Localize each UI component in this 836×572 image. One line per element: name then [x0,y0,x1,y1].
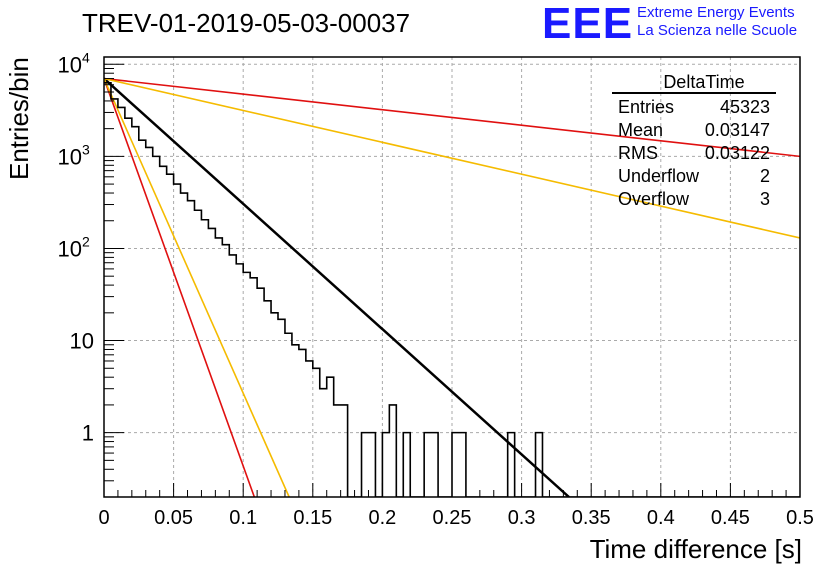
stats-label: Underflow [618,166,700,186]
stats-label: RMS [618,143,658,163]
stats-row-mean: Mean 0.03147 [612,119,776,142]
x-tick-label: 0.2 [368,507,396,529]
fit-line [104,77,800,239]
stats-box: DeltaTime Entries 45323 Mean 0.03147 RMS… [612,72,776,211]
eee-logo: EEE [542,0,634,48]
stats-label: Mean [618,120,664,140]
chart-title: TREV-01-2019-05-03-00037 [82,8,411,38]
y-tick-label: 10 [58,144,82,169]
y-tick-label: 1 [82,421,94,446]
x-tick-labels: 0 0.05 0.1 0.15 0.2 0.25 0.3 0.35 0.4 0.45 0.5 [98,507,813,529]
x-tick-label: 0.15 [293,507,332,529]
stats-label: Overflow [618,189,690,209]
stats-value: 45323 [719,97,770,117]
y-tick-label: 10 [58,52,82,77]
stats-value: 3 [759,189,770,209]
x-tick-label: 0.4 [647,507,675,529]
x-axis-label: Time difference [s] [589,534,802,564]
stats-label: Entries [618,97,675,117]
axis-ticks [103,63,801,498]
x-tick-label: 0.05 [154,507,193,529]
stats-value: 2 [759,166,770,186]
stats-row-entries: Entries 45323 [612,96,776,119]
x-tick-label: 0.45 [711,507,750,529]
fit-line [104,78,290,497]
fit-line [104,77,570,497]
stats-row-overflow: Overflow 3 [612,188,776,211]
stats-row-rms: RMS 0.03122 [612,142,776,165]
x-tick-label: 0.1 [229,507,257,529]
x-tick-label: 0.35 [572,507,611,529]
stats-value: 0.03147 [704,120,770,140]
x-tick-label: 0.5 [786,507,814,529]
y-tick-label: 10 [70,329,94,354]
y-tick-exponent: 4 [82,49,90,65]
fit-line [104,78,256,497]
histogram-bars [104,81,800,497]
x-tick-label: 0 [98,507,109,529]
x-tick-label: 0.25 [433,507,472,529]
x-tick-label: 0.3 [508,507,536,529]
stats-value: 0.03122 [704,143,770,163]
y-tick-label: 10 [58,236,82,261]
logo-line-1: Extreme Energy Events [637,4,795,21]
stats-title: DeltaTime [612,72,776,94]
fit-line [104,77,800,158]
plot-series [104,77,800,497]
y-tick-exponent: 3 [82,141,90,157]
logo-line-2: La Scienza nelle Scuole [637,22,798,39]
y-axis-label: Entries/bin [4,57,34,180]
y-tick-exponent: 2 [82,233,90,249]
stats-row-underflow: Underflow 2 [612,165,776,188]
